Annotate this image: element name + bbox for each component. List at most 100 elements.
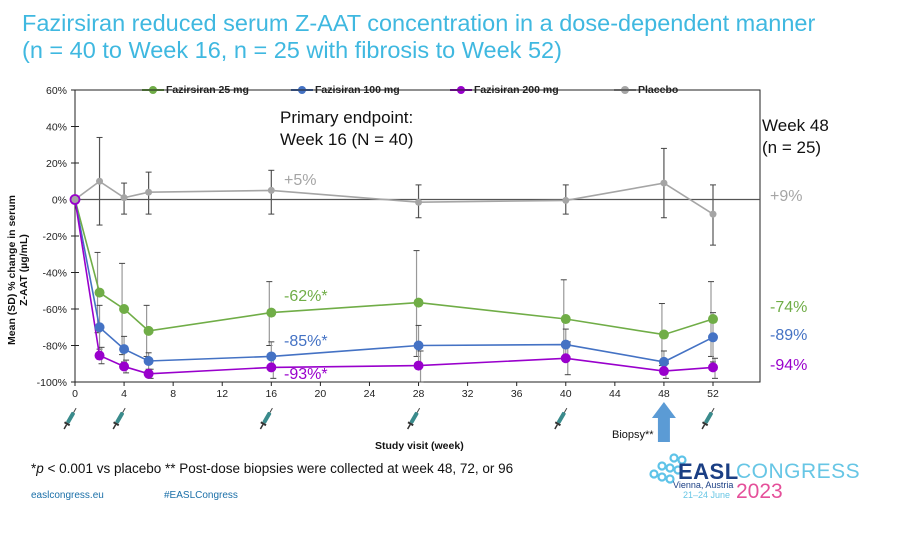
series-line-f100: [74, 199, 714, 363]
chart-axes: 60%40%20%0%-20%-40%-60%-80%-100%0 4 8 12 16 2…: [37, 85, 761, 400]
error-bars: [94, 136, 718, 383]
x-tick-label: 16: [265, 388, 277, 400]
y-tick-label: -60%: [42, 304, 67, 316]
data-point-placebo: [562, 196, 570, 204]
baseline-point: [69, 194, 81, 205]
dosing-syringes: [63, 407, 715, 430]
x-tick-label: 4: [121, 388, 127, 400]
week48-line2: (n = 25): [762, 138, 822, 157]
data-point-placebo: [145, 188, 153, 196]
x-axis-label: Study visit (week): [375, 440, 464, 452]
data-point-placebo: [660, 179, 668, 187]
data-point-f25: [413, 297, 424, 308]
biopsy-label: Biopsy**: [612, 429, 654, 441]
x-tick-label: 28: [413, 388, 425, 400]
series-lines: [74, 180, 714, 375]
data-point-f200: [266, 362, 277, 373]
syringe-barrel: [557, 411, 566, 424]
x-tick-label: 12: [216, 388, 228, 400]
data-point-f25: [560, 314, 571, 325]
x-tick-label: 8: [170, 388, 176, 400]
syringe-icon: [259, 407, 273, 430]
syringe-barrel: [66, 411, 75, 424]
x-tick-label: 36: [511, 388, 523, 400]
footnote-text: < 0.001 vs placebo ** Post-dose biopsies…: [43, 461, 514, 476]
data-point-f200: [658, 366, 669, 377]
data-point-f25: [94, 287, 105, 298]
syringe-icon: [112, 407, 126, 430]
x-tick-label: 0: [72, 388, 78, 400]
week16-label-f25: -62%*: [284, 288, 328, 305]
y-axis-label: Mean (SD) % change in serum Z-AAT (µg/mL…: [6, 195, 30, 345]
footer-hashtag[interactable]: #EASLCongress: [164, 490, 238, 501]
series-line-placebo: [74, 180, 714, 215]
week16-label-f100: -85%*: [284, 333, 328, 350]
y-tick-label: 60%: [46, 85, 67, 97]
syringe-needle: [269, 407, 273, 413]
primary-endpoint-annotation: Primary endpoint: Week 16 (N = 40): [280, 107, 413, 151]
data-point-f200: [143, 368, 154, 379]
y-tick-label: -80%: [42, 341, 67, 353]
syringe-barrel: [704, 411, 713, 424]
x-tick-label: 20: [315, 388, 327, 400]
data-point-placebo: [415, 198, 423, 206]
series-points: [69, 177, 718, 379]
data-point-f25: [119, 304, 130, 314]
primary-endpoint-line2: Week 16 (N = 40): [280, 130, 414, 149]
data-point-f200: [708, 362, 718, 373]
syringe-barrel: [262, 411, 272, 424]
data-point-placebo: [267, 186, 275, 194]
x-tick-label: 48: [658, 388, 670, 400]
week48-label-f100: -89%: [770, 327, 808, 344]
data-point-f100: [143, 356, 154, 367]
footnote-asterisk: *: [31, 461, 37, 476]
data-point-placebo: [709, 210, 717, 218]
x-tick-label: 40: [560, 388, 572, 400]
plot-frame: [74, 89, 761, 383]
data-point-f100: [94, 322, 105, 333]
week16-label-placebo: +5%: [284, 172, 317, 189]
footer-website-link[interactable]: easlcongress.eu: [31, 490, 104, 501]
series-line-f25: [74, 199, 714, 336]
logo-congress-text: CONGRESS: [736, 460, 861, 483]
syringe-flange: [407, 421, 414, 427]
data-point-f25: [708, 314, 718, 325]
syringe-flange: [260, 421, 267, 427]
data-point-f100: [413, 340, 424, 351]
biopsy-arrow-shape: [651, 402, 676, 442]
syringe-needle: [122, 407, 126, 413]
syringe-flange: [554, 421, 561, 427]
x-tick-label: 52: [707, 388, 719, 400]
data-point-f100: [119, 344, 130, 355]
syringe-flange: [113, 421, 120, 427]
syringe-icon: [701, 407, 715, 430]
data-point-f200: [560, 353, 571, 364]
y-tick-label: 0%: [52, 195, 67, 207]
y-tick-label: 20%: [46, 158, 67, 170]
data-point-f100: [266, 351, 277, 362]
syringe-plunger: [406, 424, 411, 430]
easl-congress-logo: EASL CONGRESS Vienna, Austria 21–24 June…: [648, 452, 861, 512]
slide-title: Fazirsiran reduced serum Z-AAT concentra…: [22, 10, 816, 63]
syringe-flange: [64, 421, 71, 427]
week16-label-f200: -93%*: [284, 366, 328, 383]
data-point-f100: [560, 339, 571, 350]
syringe-needle: [711, 407, 715, 413]
syringe-needle: [416, 407, 421, 413]
syringe-plunger: [701, 424, 706, 430]
footnote-p: p: [36, 461, 44, 476]
logo-dates: 21–24 June: [683, 490, 731, 500]
week48-label-placebo: +9%: [770, 188, 803, 205]
syringe-plunger: [112, 424, 117, 430]
syringe-needle: [563, 407, 568, 413]
week48-label-f200: -94%: [770, 357, 808, 374]
week48-label-f25: -74%: [770, 299, 808, 316]
logo-year: 2023: [736, 480, 783, 503]
data-point-f25: [266, 307, 277, 318]
biopsy-arrow-icon: [651, 402, 676, 442]
hexagon-cluster-icon: [649, 453, 687, 484]
syringe-icon: [554, 407, 568, 430]
data-point-f200: [413, 360, 424, 371]
week48-annotation: Week 48 (n = 25): [762, 115, 829, 159]
data-point-placebo: [96, 177, 104, 185]
